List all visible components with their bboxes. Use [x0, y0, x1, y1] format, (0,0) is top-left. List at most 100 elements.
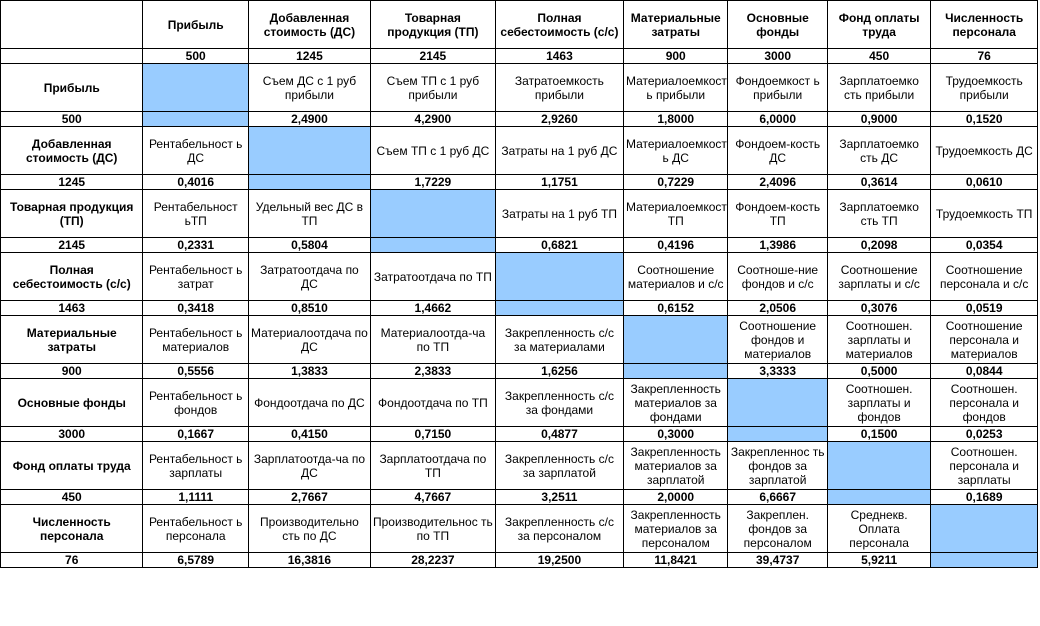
ratio-name-cell: Закрепленность с/с за фондами [494, 378, 624, 427]
ratio-text-row: Прибыль Съем ДС с 1 руб прибыли Съем ТП с … [0, 63, 1038, 112]
ratio-name-cell: Соотноше-ние фондов и с/с [727, 252, 828, 301]
ratio-name-cell: Материалоемкост ь ДС [622, 126, 729, 175]
ratio-value-cell: 0,2331 [142, 237, 249, 253]
ratio-name-cell: Рентабельност ь зарплаты [142, 441, 249, 490]
ratio-value-cell: 6,5789 [142, 552, 249, 568]
ratio-name-cell: Съем ТП с 1 руб ДС [369, 126, 496, 175]
diagonal-cell [622, 315, 729, 364]
ratio-name-cell: Затратоотдача по ДС [247, 252, 371, 301]
ratio-name-cell: Фондоотдача по ТП [369, 378, 496, 427]
ratio-name-cell: Соотношение фондов и материалов [727, 315, 828, 364]
ratio-name-cell: Материалоемкост ь прибыли [622, 63, 729, 112]
row-header: Добавленная стоимость (ДС) [0, 126, 144, 175]
column-value: 500 [142, 48, 249, 64]
ratio-value-cell: 3,3333 [727, 363, 828, 379]
ratio-value-row: 900 0,5556 1,3833 2,3833 1,6256 3,3333 0,5000 0… [0, 363, 1038, 379]
column-header: Добавленная стоимость (ДС) [247, 0, 371, 49]
column-header: Численность персонала [930, 0, 1038, 49]
ratio-name-cell: Соотношение материалов и с/с [622, 252, 729, 301]
ratio-value-cell: 0,6821 [494, 237, 624, 253]
ratio-name-cell: Зарплатоотдача по ТП [369, 441, 496, 490]
ratio-name-cell: Зарплатоотда-ча по ДС [247, 441, 371, 490]
ratio-name-cell: Удельный вес ДС в ТП [247, 189, 371, 238]
column-header: Товарная продукция (ТП) [369, 0, 496, 49]
ratio-value-cell: 0,4016 [142, 174, 249, 190]
diagonal-cell [247, 126, 371, 175]
ratio-value-cell: 0,1500 [826, 426, 932, 442]
ratio-value-cell: 0,4196 [622, 237, 729, 253]
column-header: Фонд оплаты труда [826, 0, 932, 49]
ratio-name-cell: Соотношение персонала и с/с [930, 252, 1038, 301]
ratio-value-row: 2145 0,2331 0,5804 0,6821 0,4196 1,3986 0,2098… [0, 237, 1038, 253]
diagonal-cell [826, 441, 932, 490]
row-header: Материальные затраты [0, 315, 144, 364]
ratio-name-cell: Съем ДС с 1 руб прибыли [247, 63, 371, 112]
ratio-value-cell: 0,7229 [622, 174, 729, 190]
ratio-value-cell: 1,7229 [369, 174, 496, 190]
column-value: 900 [622, 48, 729, 64]
ratio-value-cell: 0,0519 [930, 300, 1038, 316]
header-values-row: 500 1245 2145 1463 900 3000 450 76 [0, 48, 1038, 64]
column-value: 1245 [247, 48, 371, 64]
row-value: 76 [0, 552, 144, 568]
header-row: Прибыль Добавленная стоимость (ДС) Товарна… [0, 0, 1038, 49]
ratio-name-cell: Рентабельност ьТП [142, 189, 249, 238]
ratio-text-row: Численность персонала Рентабельност ь пер… [0, 504, 1038, 553]
ratio-value-cell: 0,6152 [622, 300, 729, 316]
ratio-name-cell: Трудоемкость прибыли [930, 63, 1038, 112]
ratio-value-cell: 1,3833 [247, 363, 371, 379]
corner-value-cell [0, 48, 144, 64]
row-header: Численность персонала [0, 504, 144, 553]
ratio-value-cell: 0,1689 [930, 489, 1038, 505]
ratio-value-cell: 2,4900 [247, 111, 371, 127]
ratio-text-row: Основные фонды Рентабельност ь фондов Фонд… [0, 378, 1038, 427]
ratio-value-cell: 0,2098 [826, 237, 932, 253]
ratio-text-row: Товарная продукция (ТП) Рентабельност ьТП… [0, 189, 1038, 238]
row-header: Прибыль [0, 63, 144, 112]
column-header: Полная себестоимость (с/с) [494, 0, 624, 49]
ratio-value-cell: 0,0354 [930, 237, 1038, 253]
row-header: Полная себестоимость (с/с) [0, 252, 144, 301]
ratio-value-cell: 0,4150 [247, 426, 371, 442]
row-value: 3000 [0, 426, 144, 442]
ratio-name-cell: Затраты на 1 руб ДС [494, 126, 624, 175]
ratio-name-cell: Закрепленность с/с за персоналом [494, 504, 624, 553]
ratio-name-cell: Закрепленность материалов за фондами [622, 378, 729, 427]
ratio-value-cell: 2,4096 [727, 174, 828, 190]
ratio-text-row: Добавленная стоимость (ДС) Рентабельност … [0, 126, 1038, 175]
ratio-name-cell: Производительно сть по ДС [247, 504, 371, 553]
ratio-value-cell: 2,0000 [622, 489, 729, 505]
ratio-value-cell: 0,3418 [142, 300, 249, 316]
ratio-value-row: 500 2,4900 4,2900 2,9260 1,8000 6,0000 0,9000 0… [0, 111, 1038, 127]
ratio-name-cell: Материалоемкость ТП [622, 189, 729, 238]
ratio-value-cell: 0,5000 [826, 363, 932, 379]
ratio-value-cell: 11,8421 [622, 552, 729, 568]
ratio-name-cell: Соотношен. персонала и фондов [930, 378, 1038, 427]
ratio-value-cell: 0,5804 [247, 237, 371, 253]
ratio-name-cell: Трудоемкость ТП [930, 189, 1038, 238]
ratio-value-cell: 3,2511 [494, 489, 624, 505]
ratio-value-cell: 6,6667 [727, 489, 828, 505]
diagonal-cell [142, 111, 249, 127]
ratio-name-cell: Рентабельност ь материалов [142, 315, 249, 364]
ratio-name-cell: Соотношение персонала и материалов [930, 315, 1038, 364]
diagonal-cell [727, 426, 828, 442]
column-value: 450 [826, 48, 932, 64]
ratio-value-cell: 1,3986 [727, 237, 828, 253]
ratio-value-cell: 2,3833 [369, 363, 496, 379]
ratio-value-cell: 2,9260 [494, 111, 624, 127]
ratio-value-cell: 0,0253 [930, 426, 1038, 442]
ratio-value-cell: 1,4662 [369, 300, 496, 316]
ratio-text-row: Фонд оплаты труда Рентабельност ь зарплат… [0, 441, 1038, 490]
ratio-value-row: 1245 0,4016 1,7229 1,1751 0,7229 2,4096 0,3614… [0, 174, 1038, 190]
ratio-name-cell: Зарплатоемко сть прибыли [826, 63, 932, 112]
corner-cell [0, 0, 144, 49]
diagonal-cell [930, 552, 1038, 568]
ratio-value-cell: 16,3816 [247, 552, 371, 568]
ratio-name-cell: Фондоем-кость ТП [727, 189, 828, 238]
ratio-value-cell: 6,0000 [727, 111, 828, 127]
row-value: 500 [0, 111, 144, 127]
ratio-text-row: Материальные затраты Рентабельност ь мате… [0, 315, 1038, 364]
ratio-name-cell: Фондоем-кость ДС [727, 126, 828, 175]
diagonal-cell [930, 504, 1038, 553]
